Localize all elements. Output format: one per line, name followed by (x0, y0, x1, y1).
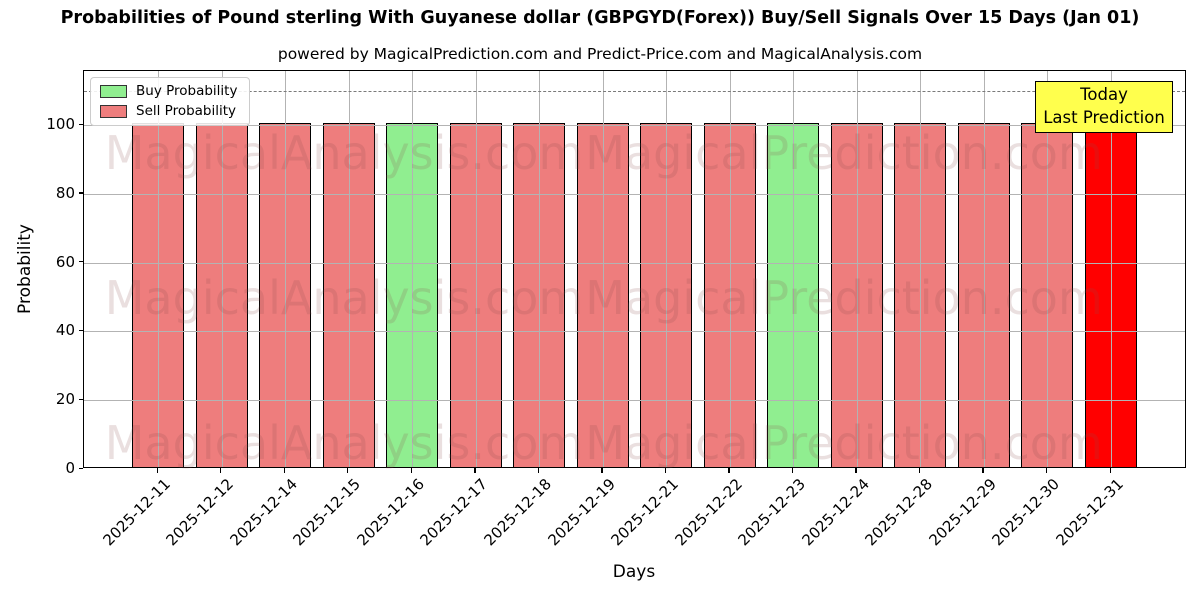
v-gridline-2025-12-16 (412, 71, 414, 467)
v-gridline-2025-12-28 (920, 71, 922, 467)
x-tick-2025-12-15 (347, 468, 349, 473)
watermark-prediction-row3: MagicalPrediction.com (585, 416, 1103, 470)
x-tick-2025-12-29 (982, 468, 984, 473)
plot-area: MagicalAnalysis.com MagicalPrediction.com… (83, 70, 1186, 470)
today-annotation-box: Today Last Prediction (1035, 81, 1173, 133)
y-tick-label-60: 60 (55, 252, 75, 271)
x-tick-label-2025-12-31: 2025-12-31 (1052, 475, 1127, 550)
x-tick-2025-12-21 (664, 468, 667, 473)
watermark-analysis-row3: MagicalAnalysis.com (104, 416, 584, 470)
x-tick-label-2025-12-11: 2025-12-11 (99, 475, 174, 550)
x-tick-2025-12-11 (156, 468, 158, 473)
x-tick-label-2025-12-12: 2025-12-12 (162, 475, 238, 550)
v-gridline-2025-12-14 (285, 71, 287, 467)
v-gridline-2025-12-18 (539, 71, 541, 467)
watermark-prediction-row1: MagicalPrediction.com (585, 126, 1103, 180)
y-tick-label-20: 20 (55, 390, 75, 409)
v-gridline-2025-12-11 (158, 71, 159, 467)
legend-item-sell: Sell Probability (100, 102, 237, 119)
x-tick-2025-12-24 (855, 468, 857, 473)
y-tick-label-100: 100 (46, 115, 75, 133)
x-tick-label-2025-12-18: 2025-12-18 (480, 475, 555, 550)
v-gridline-2025-12-12 (221, 71, 223, 467)
v-gridline-2025-12-24 (856, 71, 858, 467)
x-tick-2025-12-31 (1109, 468, 1111, 473)
watermark-analysis-row1: MagicalAnalysis.com (104, 126, 584, 180)
x-tick-label-2025-12-23: 2025-12-23 (734, 475, 810, 550)
chart-subtitle: powered by MagicalPrediction.com and Pre… (277, 45, 923, 63)
watermark-prediction-row2: MagicalPrediction.com (585, 271, 1103, 325)
v-gridline-2025-12-29 (983, 71, 985, 467)
threshold-dashed-line (84, 90, 1185, 92)
x-tick-2025-12-16 (410, 468, 413, 473)
v-gridline-2025-12-22 (729, 71, 731, 467)
chart-title: Probabilities of Pound sterling With Guy… (60, 8, 1140, 28)
y-tick-label-80: 80 (55, 183, 75, 202)
x-tick-label-2025-12-14: 2025-12-14 (226, 475, 301, 550)
x-tick-label-2025-12-29: 2025-12-29 (925, 475, 1000, 550)
buy-probability-swatch (100, 85, 127, 99)
y-tick-80 (78, 192, 83, 194)
y-tick-label-0: 0 (65, 459, 75, 477)
x-tick-label-2025-12-17: 2025-12-17 (417, 475, 492, 550)
today-annotation-line2: Last Prediction (1043, 108, 1165, 127)
y-tick-40 (78, 329, 83, 332)
y-tick-0 (78, 467, 83, 469)
x-tick-2025-12-14 (283, 468, 285, 473)
v-gridline-2025-12-17 (475, 71, 477, 467)
v-gridline-2025-12-19 (602, 71, 604, 467)
sell-probability-swatch (100, 104, 127, 118)
x-tick-label-2025-12-22: 2025-12-22 (671, 475, 746, 550)
x-tick-label-2025-12-15: 2025-12-15 (289, 475, 365, 550)
x-tick-2025-12-30 (1045, 468, 1048, 473)
y-tick-100 (78, 123, 83, 125)
x-tick-2025-12-18 (537, 468, 540, 473)
h-gridline-60 (84, 262, 1185, 264)
h-gridline-100 (84, 125, 1185, 126)
y-tick-20 (78, 398, 83, 401)
v-gridline-2025-12-21 (666, 71, 668, 467)
h-gridline-80 (84, 193, 1185, 195)
x-tick-2025-12-19 (601, 468, 603, 473)
h-gridline-20 (84, 400, 1185, 402)
x-tick-2025-12-28 (918, 468, 921, 473)
y-tick-60 (78, 261, 83, 263)
y-tick-label-40: 40 (55, 321, 75, 340)
x-tick-label-2025-12-24: 2025-12-24 (798, 475, 873, 550)
v-gridline-2025-12-15 (348, 71, 350, 467)
h-gridline-40 (84, 331, 1185, 333)
watermark-analysis-row2: MagicalAnalysis.com (104, 271, 584, 325)
legend-item-buy: Buy Probability (100, 83, 238, 99)
x-axis-label: Days (612, 562, 656, 582)
x-tick-label-2025-12-19: 2025-12-19 (544, 475, 619, 550)
x-tick-label-2025-12-16: 2025-12-16 (353, 475, 428, 550)
v-gridline-2025-12-31 (1111, 71, 1112, 467)
v-gridline-2025-12-23 (793, 71, 795, 467)
x-tick-label-2025-12-21: 2025-12-21 (607, 475, 683, 550)
today-annotation-line1: Today (1080, 85, 1128, 105)
v-gridline-2025-12-30 (1047, 71, 1049, 467)
x-tick-label-2025-12-28: 2025-12-28 (861, 475, 937, 550)
x-tick-2025-12-17 (474, 468, 476, 473)
x-tick-2025-12-22 (728, 468, 730, 473)
x-tick-label-2025-12-30: 2025-12-30 (988, 475, 1064, 550)
legend-label-buy: Buy Probability (136, 83, 238, 99)
legend: Buy Probability Sell Probability (90, 77, 251, 126)
x-tick-2025-12-12 (220, 468, 222, 473)
legend-label-sell: Sell Probability (136, 102, 237, 119)
x-tick-2025-12-23 (791, 468, 794, 473)
